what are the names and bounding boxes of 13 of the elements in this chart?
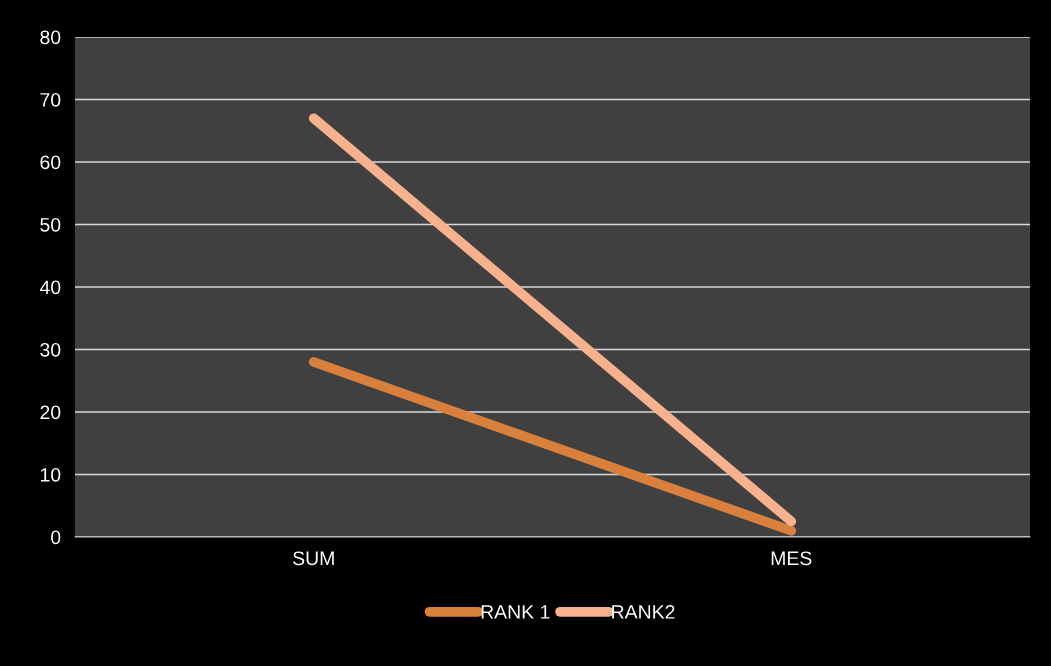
legend-label: RANK2 bbox=[612, 605, 675, 619]
y-tick-label: 40 bbox=[39, 280, 61, 295]
y-tick-label: 10 bbox=[40, 467, 61, 482]
y-tick-label: 60 bbox=[40, 155, 61, 170]
x-tick-label: SUM bbox=[293, 551, 334, 566]
y-tick-label: 70 bbox=[40, 92, 61, 107]
y-tick-label: 20 bbox=[40, 405, 61, 420]
y-tick-label: 0 bbox=[51, 530, 61, 545]
x-tick-label: MES bbox=[771, 551, 812, 566]
y-tick-label: 30 bbox=[40, 342, 61, 357]
legend-label: RANK 1 bbox=[481, 605, 550, 619]
y-tick-label: 50 bbox=[40, 217, 61, 232]
y-tick-label: 80 bbox=[40, 30, 61, 45]
